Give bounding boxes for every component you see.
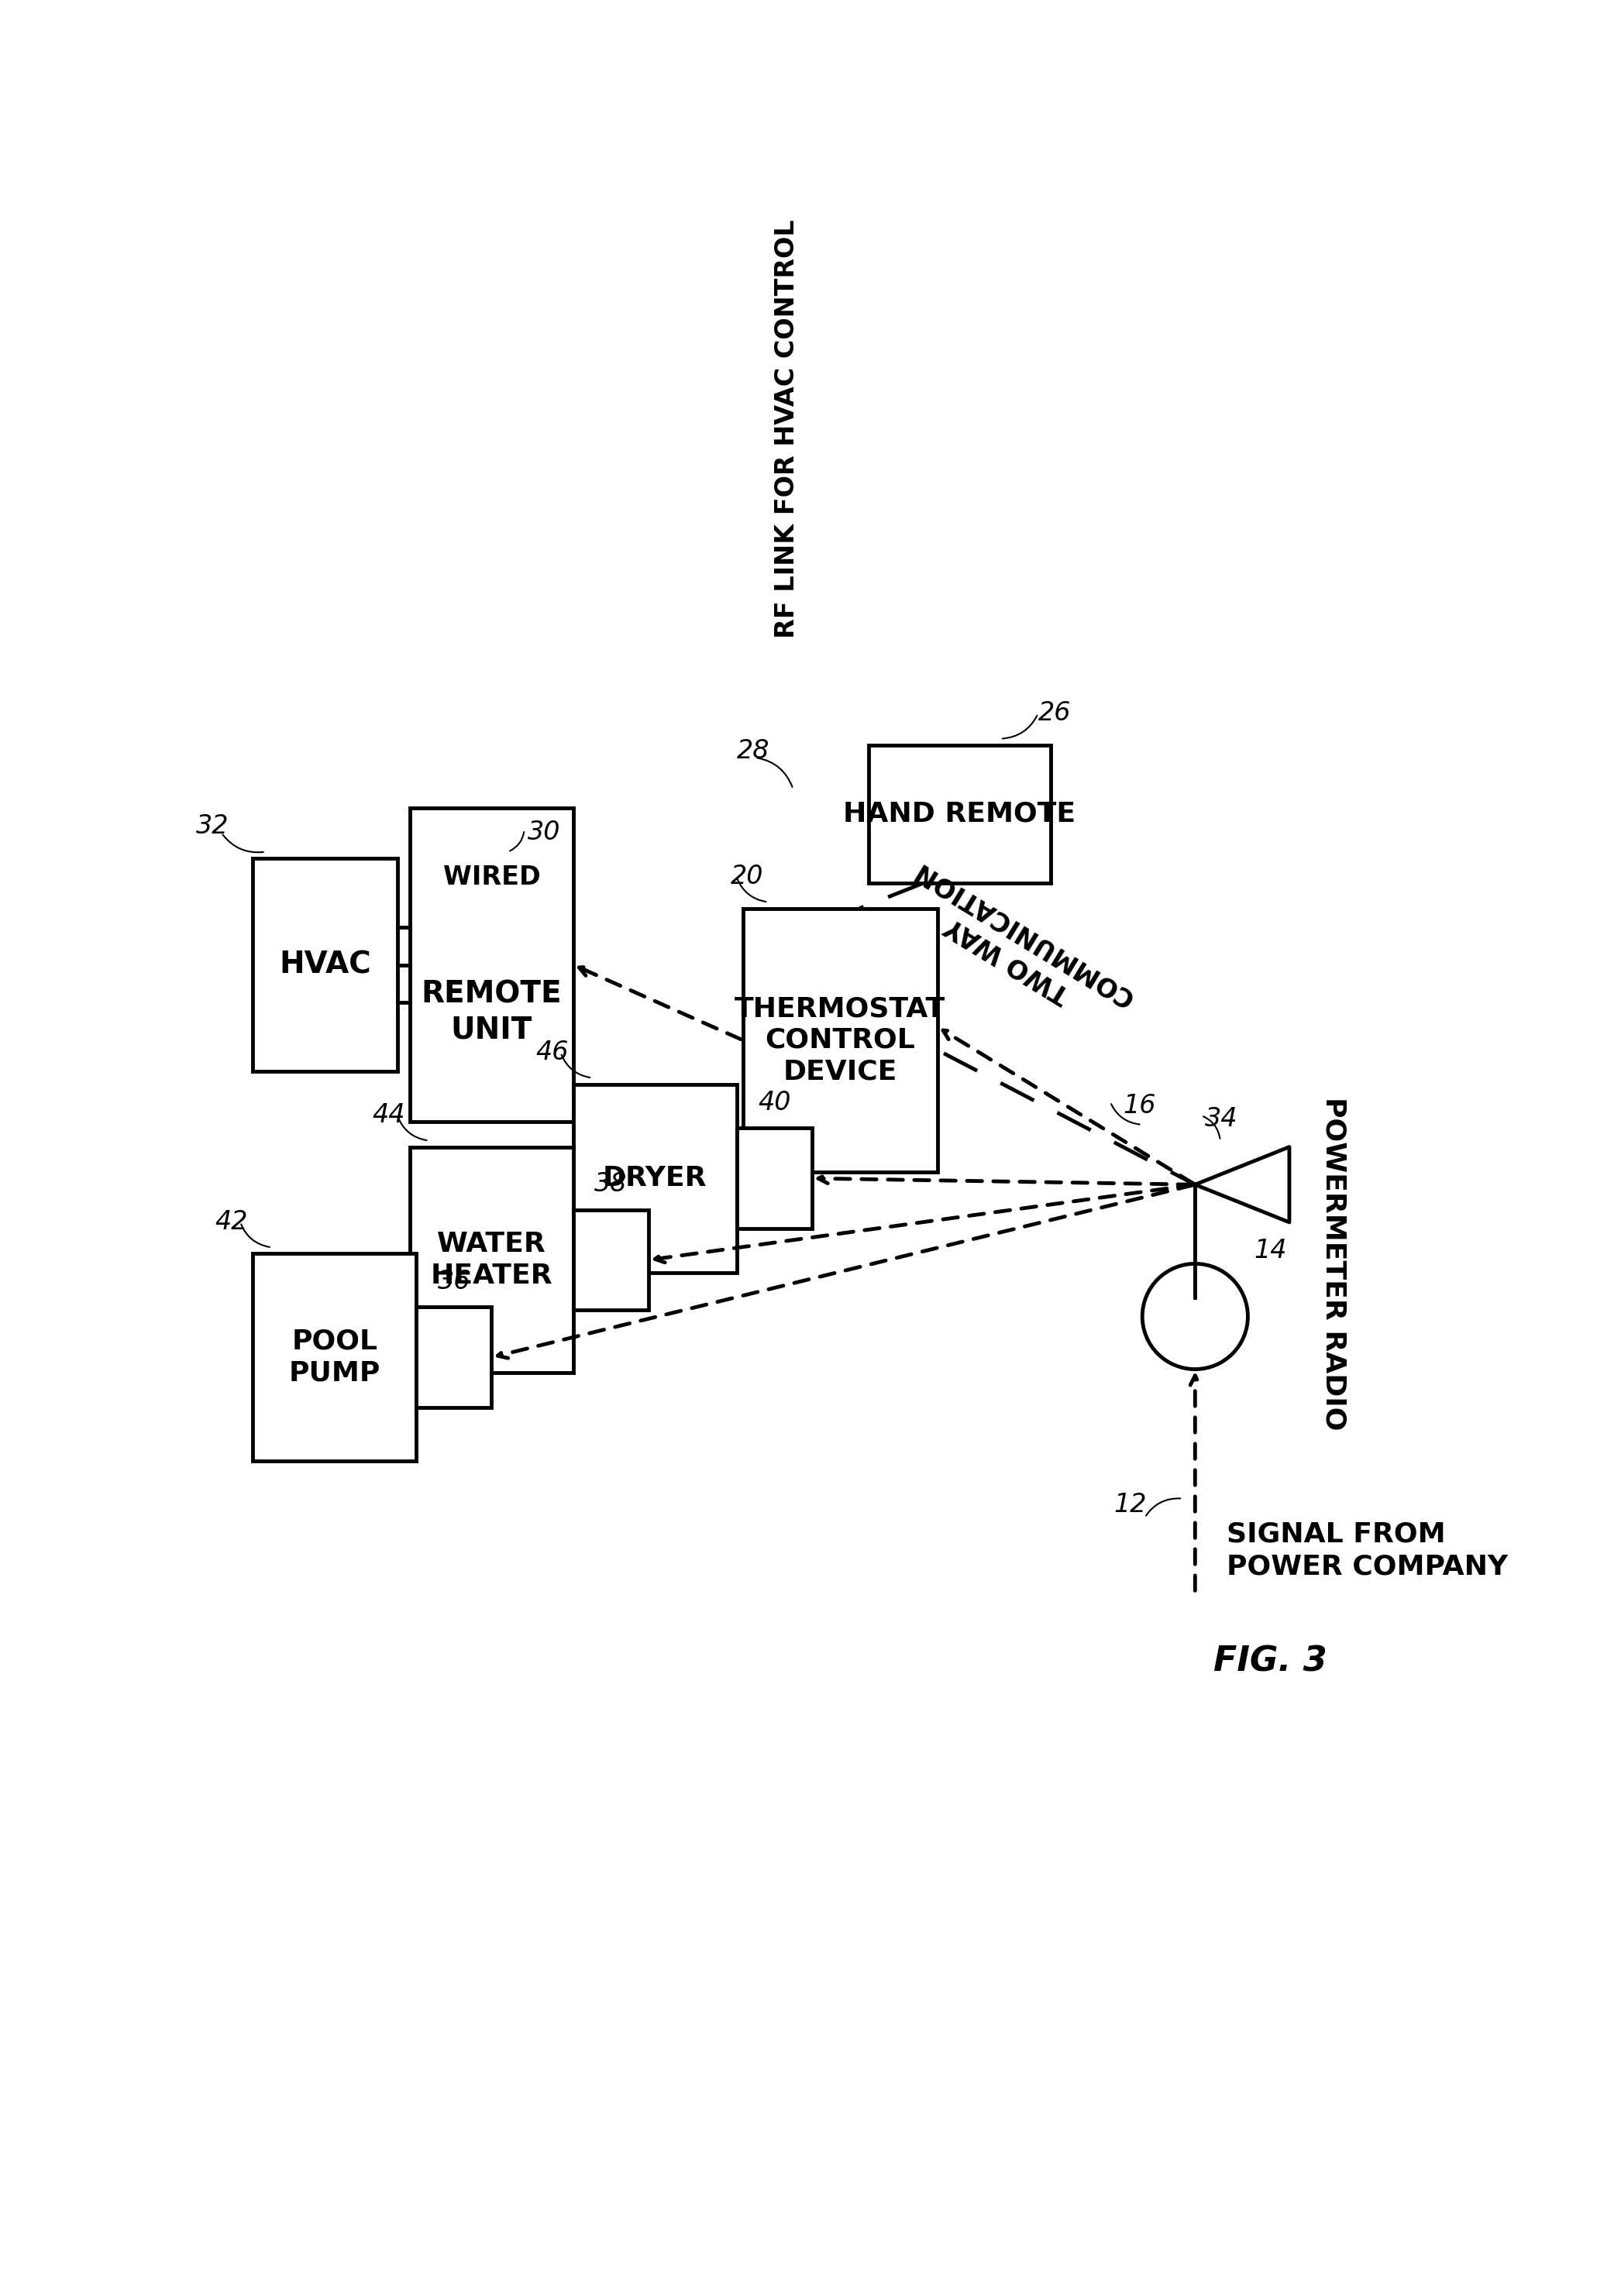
Text: 40: 40	[757, 1091, 791, 1116]
Bar	[574, 1210, 648, 1311]
Text: 46: 46	[535, 1040, 569, 1065]
Bar	[410, 808, 574, 1123]
Bar	[736, 1127, 812, 1228]
Text: FIG. 3: FIG. 3	[1214, 1646, 1328, 1678]
Text: 20: 20	[729, 863, 763, 889]
Bar	[253, 859, 397, 1072]
Bar	[253, 1254, 417, 1460]
Text: DRYER: DRYER	[603, 1164, 707, 1192]
Text: POOL
PUMP: POOL PUMP	[289, 1329, 381, 1387]
Text: 12: 12	[1114, 1492, 1146, 1518]
Text: 26: 26	[1037, 700, 1071, 726]
Bar	[417, 1306, 491, 1407]
Text: WIRED: WIRED	[443, 863, 540, 889]
Text: 14: 14	[1255, 1238, 1287, 1263]
Text: WATER
HEATER: WATER HEATER	[431, 1231, 553, 1288]
Text: 32: 32	[196, 813, 229, 840]
Bar	[869, 744, 1050, 884]
Text: THERMOSTAT
CONTROL
DEVICE: THERMOSTAT CONTROL DEVICE	[734, 996, 945, 1086]
Text: REMOTE
UNIT: REMOTE UNIT	[421, 980, 562, 1045]
Text: POWERMETER RADIO: POWERMETER RADIO	[1321, 1097, 1347, 1430]
Text: 42: 42	[216, 1210, 248, 1235]
Text: 36: 36	[438, 1270, 470, 1295]
Text: 30: 30	[527, 820, 561, 845]
Text: 44: 44	[373, 1102, 405, 1127]
Bar	[410, 1148, 574, 1373]
Text: RF LINK FOR HVAC CONTROL: RF LINK FOR HVAC CONTROL	[773, 220, 799, 638]
Text: SIGNAL FROM
POWER COMPANY: SIGNAL FROM POWER COMPANY	[1227, 1522, 1508, 1580]
Text: 28: 28	[736, 739, 770, 765]
Text: HVAC: HVAC	[279, 951, 371, 980]
Text: TWO WAY
COMMUNICATION: TWO WAY COMMUNICATION	[893, 856, 1138, 1038]
Bar	[742, 909, 937, 1171]
Text: HAND REMOTE: HAND REMOTE	[843, 801, 1076, 827]
Bar	[574, 1084, 736, 1272]
Text: 34: 34	[1204, 1107, 1238, 1132]
Text: 38: 38	[595, 1171, 627, 1196]
Text: 16: 16	[1123, 1093, 1156, 1118]
Circle shape	[1143, 1263, 1248, 1368]
